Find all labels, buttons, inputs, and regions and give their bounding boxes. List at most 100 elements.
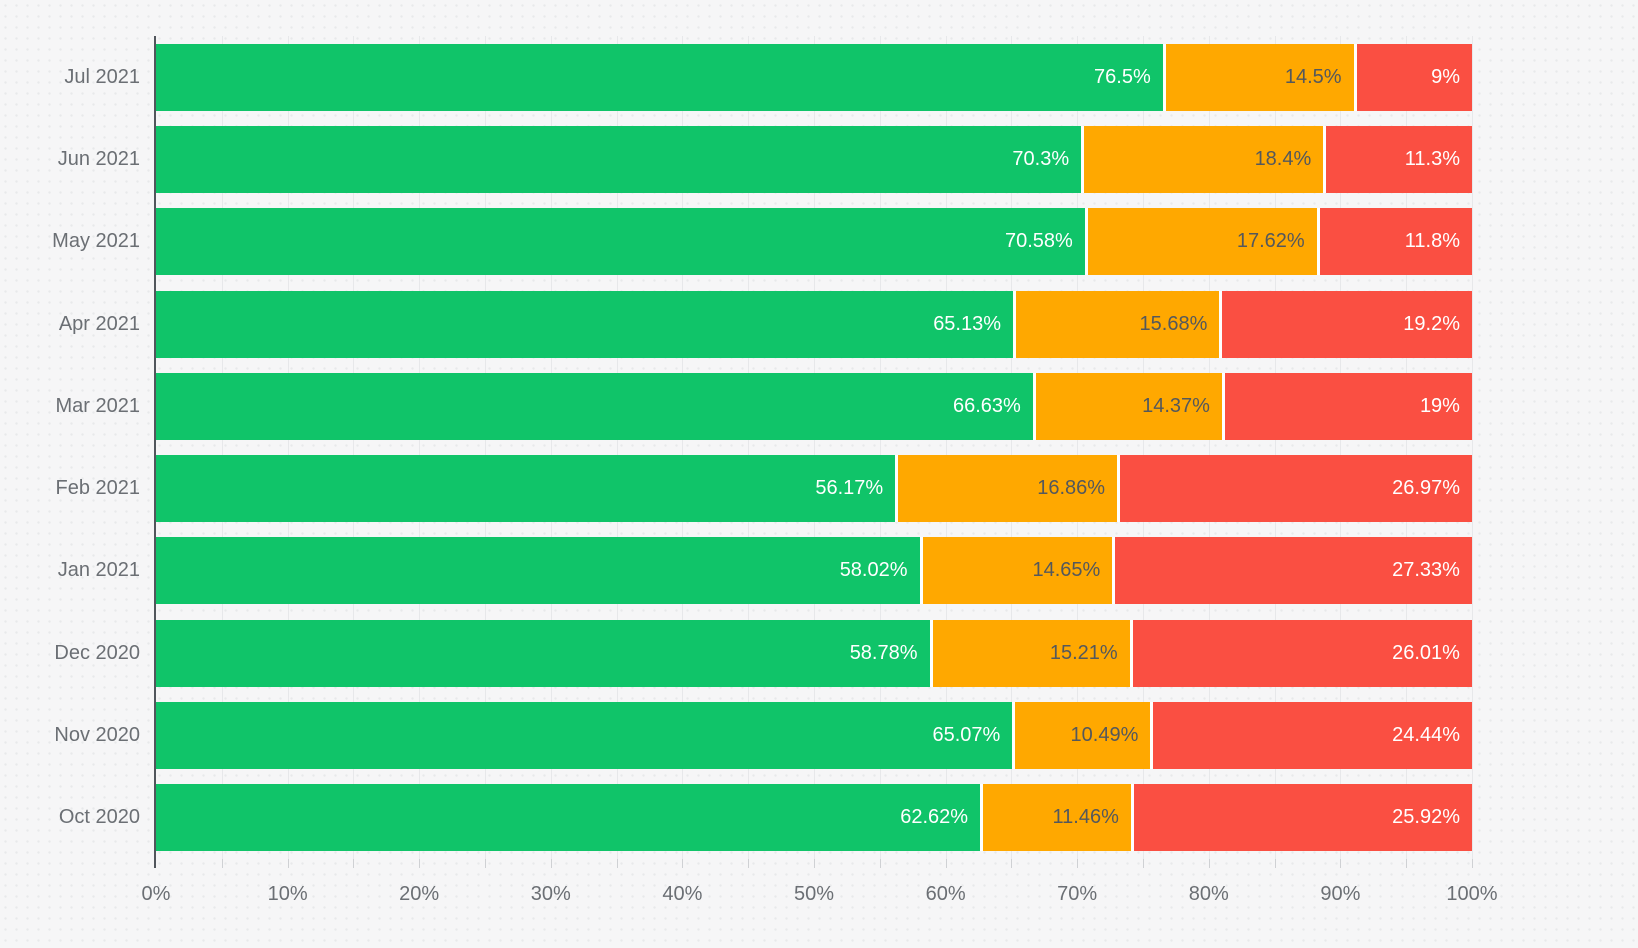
bar-segment-orange[interactable]: 17.62% — [1084, 208, 1317, 276]
stacked-bar: 58.02% 14.65% 27.33% — [156, 537, 1472, 605]
bar-segment-green[interactable]: 56.17% — [156, 455, 896, 523]
gridline — [287, 36, 289, 859]
x-axis-tick-label: 20% — [399, 883, 440, 905]
bar-segment-orange[interactable]: 14.65% — [919, 537, 1113, 605]
bar-segment-orange[interactable]: 15.21% — [929, 619, 1130, 687]
axis-tick — [287, 859, 289, 868]
segment-value-label: 17.62% — [1236, 230, 1305, 253]
segment-value-label: 10.49% — [1070, 724, 1139, 747]
axis-tick — [748, 859, 750, 868]
category-label: Apr 2021 — [58, 312, 140, 335]
bar-segment-red[interactable]: 19% — [1221, 372, 1472, 440]
segment-value-label: 11.8% — [1404, 230, 1460, 253]
axis-tick — [1077, 859, 1079, 868]
bar-segment-orange[interactable]: 16.86% — [895, 455, 1118, 523]
bar-segment-red[interactable]: 24.44% — [1150, 702, 1472, 770]
segment-value-label: 62.62% — [900, 806, 969, 829]
gridline — [814, 36, 815, 859]
bar-segment-orange[interactable]: 18.4% — [1081, 125, 1324, 193]
bar-row: Nov 2020 65.07% 10.49% 24.44% — [54, 694, 1472, 776]
stacked-bar: 56.17% 16.86% 26.97% — [156, 455, 1472, 523]
segment-value-label: 19.2% — [1403, 312, 1460, 335]
bar-segment-orange[interactable]: 11.46% — [980, 784, 1131, 852]
bar-segment-orange[interactable]: 15.68% — [1013, 290, 1220, 358]
segment-value-label: 27.33% — [1392, 559, 1460, 582]
axis-tick — [879, 859, 881, 868]
category-label: Jun 2021 — [57, 147, 140, 170]
gridline — [1011, 36, 1013, 859]
bar-row: Jun 2021 70.3% 18.4% 11.3% — [58, 118, 1472, 200]
bar-segment-orange[interactable]: 10.49% — [1012, 702, 1151, 770]
bar-segment-red[interactable]: 27.33% — [1112, 537, 1472, 605]
category-label: Mar 2021 — [55, 394, 141, 417]
bar-segment-green[interactable]: 62.62% — [156, 784, 981, 852]
x-axis-tick-label: 70% — [1057, 883, 1098, 905]
segment-value-label: 24.44% — [1392, 724, 1460, 747]
y-axis-line — [154, 36, 156, 868]
bar-row: Oct 2020 62.62% 11.46% 25.92% — [59, 777, 1472, 859]
axis-tick — [353, 859, 355, 868]
segment-value-label: 16.86% — [1037, 477, 1106, 500]
bar-row: May 2021 70.58% 17.62% 11.8% — [52, 201, 1472, 283]
bar-row: Apr 2021 65.13% 15.68% 19.2% — [59, 283, 1472, 365]
bar-segment-red[interactable]: 26.01% — [1129, 619, 1472, 687]
gridline — [221, 36, 223, 859]
stacked-bar: 70.58% 17.62% 11.8% — [156, 208, 1472, 276]
axis-tick — [814, 859, 815, 868]
gridline — [1274, 36, 1276, 859]
gridline — [485, 36, 486, 859]
bar-segment-green[interactable]: 58.78% — [156, 619, 930, 687]
bar-segment-green[interactable]: 66.63% — [156, 372, 1033, 440]
segment-value-label: 76.5% — [1094, 65, 1151, 88]
bar-segment-green[interactable]: 58.02% — [156, 537, 920, 605]
axis-tick — [1208, 859, 1210, 868]
x-axis-tick-label: 50% — [793, 883, 835, 905]
segment-value-label: 19% — [1419, 394, 1460, 417]
category-label: Jul 2021 — [64, 65, 140, 88]
axis-tick — [485, 859, 486, 868]
segment-value-label: 70.58% — [1004, 230, 1073, 253]
segment-value-label: 14.65% — [1032, 559, 1101, 582]
bar-row: Dec 2020 58.78% 15.21% 26.01% — [54, 612, 1472, 694]
gridline — [550, 36, 552, 859]
bar-segment-green[interactable]: 70.3% — [156, 125, 1082, 193]
bar-segment-red[interactable]: 9% — [1353, 43, 1472, 111]
bar-segment-green[interactable]: 65.13% — [156, 290, 1014, 358]
segment-value-label: 26.01% — [1392, 641, 1460, 664]
bar-segment-green[interactable]: 76.5% — [156, 43, 1163, 111]
bar-segment-red[interactable]: 19.2% — [1219, 290, 1472, 358]
gridline — [1472, 36, 1473, 859]
axis-tick — [682, 859, 684, 868]
segment-value-label: 14.37% — [1142, 394, 1210, 417]
gridline — [616, 36, 618, 859]
gridline — [1143, 36, 1144, 859]
gridline — [748, 36, 750, 859]
bar-segment-orange[interactable]: 14.37% — [1032, 372, 1222, 440]
bar-row: Feb 2021 56.17% 16.86% 26.97% — [55, 447, 1472, 529]
bar-segment-red[interactable]: 11.8% — [1316, 208, 1472, 276]
axis-tick — [945, 859, 947, 868]
segment-value-label: 66.63% — [953, 394, 1021, 417]
segment-value-label: 15.68% — [1139, 312, 1208, 335]
x-axis-tick-label: 100% — [1446, 883, 1498, 905]
bars-layer: Jul 2021 76.5% 14.5% 9% Jun 2021 70.3% 18.4% 11… — [52, 36, 1472, 859]
bar-segment-red[interactable]: 26.97% — [1117, 455, 1472, 523]
stacked-bar: 65.07% 10.49% 24.44% — [156, 702, 1472, 770]
plot-area: Jul 2021 76.5% 14.5% 9% Jun 2021 70.3% 18.4% 11… — [52, 36, 1498, 905]
bar-segment-orange[interactable]: 14.5% — [1162, 43, 1354, 111]
segment-value-label: 70.3% — [1012, 147, 1070, 170]
category-label: Nov 2020 — [54, 724, 140, 747]
bar-segment-green[interactable]: 65.07% — [156, 702, 1013, 770]
x-axis-tick-label: 60% — [925, 883, 966, 905]
segment-value-label: 11.3% — [1404, 147, 1460, 170]
segment-value-label: 65.13% — [933, 312, 1002, 335]
segment-value-label: 9% — [1431, 65, 1460, 88]
bar-segment-green[interactable]: 70.58% — [156, 208, 1085, 276]
category-label: Dec 2020 — [54, 641, 140, 664]
axis-tick — [1472, 859, 1473, 868]
x-axis-tick-label: 90% — [1320, 883, 1361, 905]
bar-segment-red[interactable]: 25.92% — [1130, 784, 1472, 852]
segment-value-label: 26.97% — [1392, 477, 1460, 500]
bar-segment-red[interactable]: 11.3% — [1323, 125, 1472, 193]
axis-tick — [1406, 859, 1408, 868]
